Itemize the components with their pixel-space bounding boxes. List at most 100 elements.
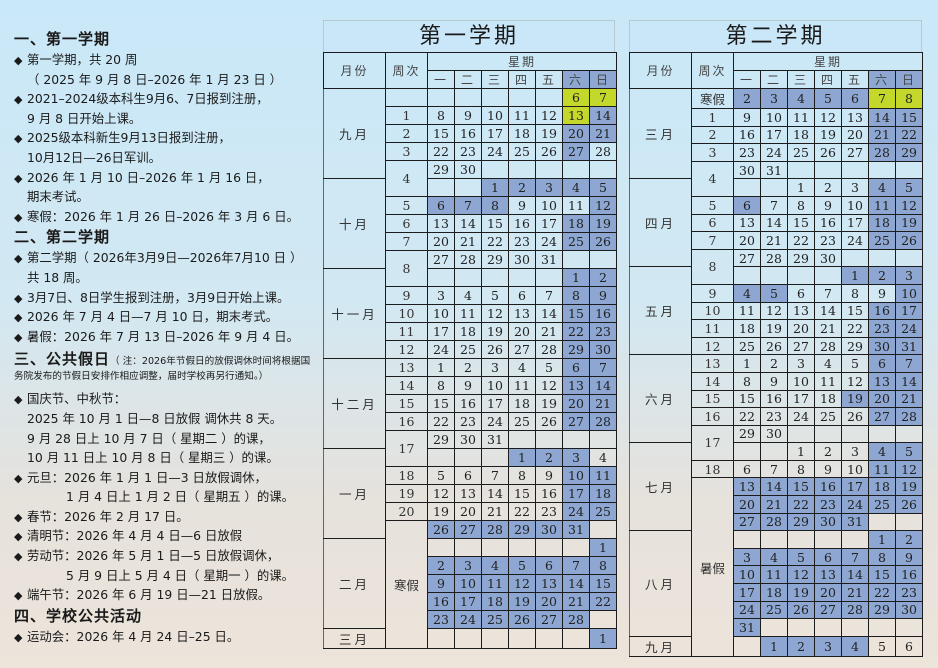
week-cell: 暑假 bbox=[691, 477, 734, 657]
day-cell: 19 bbox=[588, 214, 618, 233]
day-cell: 1 bbox=[787, 178, 815, 197]
day-cell: 25 bbox=[760, 600, 788, 620]
note-line: ◆ 春节：2026 年 2 月 17 日。 bbox=[14, 507, 314, 527]
day-cell: 13 bbox=[814, 565, 842, 585]
day-cell: 5 bbox=[588, 178, 618, 197]
section-heading: 三、公共假日（ 注：2026年节假日的放假调休时间将根据国务院发布的节假日安排作… bbox=[14, 350, 314, 383]
month-cell: 七月 bbox=[629, 442, 692, 532]
day-cell: 27 bbox=[535, 610, 563, 629]
day-cell: 20 bbox=[733, 231, 761, 250]
day-cell: 27 bbox=[562, 412, 590, 431]
day-cell: 17 bbox=[841, 477, 869, 497]
note-line: ◆ 第一学期，共 20 周 bbox=[14, 50, 314, 70]
week-cell: 13 bbox=[691, 354, 734, 373]
day-cell: 15 bbox=[787, 213, 815, 233]
day-cell: 21 bbox=[894, 389, 924, 409]
weekday-3: 三 bbox=[787, 70, 815, 89]
week-cell: 寒假 bbox=[691, 88, 734, 109]
day-cell: 22 bbox=[841, 319, 869, 338]
day-cell: 15 bbox=[868, 565, 896, 585]
day-cell: 23 bbox=[894, 583, 924, 602]
day-cell bbox=[760, 618, 788, 637]
day-cell: 2 bbox=[508, 178, 536, 197]
note-text: 国庆节、中秋节： bbox=[27, 391, 127, 407]
note-text: 5 月 9 日上 5 月 4 日（ 星期一 ）的课。 bbox=[66, 567, 295, 583]
day-cell: 28 bbox=[760, 248, 788, 268]
calendar-row: 14 8 9 10 11 12 13 14 bbox=[324, 376, 618, 395]
day-cell: 25 bbox=[562, 232, 590, 251]
day-cell: 3 bbox=[760, 88, 788, 109]
section-heading: 二、第二学期 bbox=[14, 226, 314, 248]
calendar-row: 20 19 20 21 22 23 24 25 bbox=[324, 502, 618, 521]
day-cell: 10 bbox=[841, 459, 869, 479]
calendar-row: 7 20 21 22 23 24 25 26 bbox=[324, 232, 618, 251]
note-text: 3月7日、8日学生报到注册，3月9日开始上课。 bbox=[27, 289, 290, 305]
day-cell: 13 bbox=[787, 301, 815, 321]
calendar-row: 4 30 31 bbox=[630, 160, 924, 197]
note-line: ◆ 暑假：2026 年 7 月 13 日–2026 年 9 月 4 日。 bbox=[14, 327, 314, 347]
day-cell: 28 bbox=[562, 610, 590, 629]
day-cell: 15 bbox=[787, 477, 815, 497]
day-cell: 24 bbox=[894, 319, 924, 338]
day-cell: 21 bbox=[760, 495, 788, 514]
day-cell: 6 bbox=[562, 88, 590, 107]
day-cell: 7 bbox=[894, 354, 924, 373]
day-cell: 11 bbox=[454, 304, 482, 323]
day-cell: 31 bbox=[841, 512, 869, 532]
day-cell: 23 bbox=[868, 319, 896, 338]
day-cell: 11 bbox=[508, 376, 536, 395]
day-cell: 22 bbox=[787, 495, 815, 514]
day-cell: 6 bbox=[787, 283, 815, 303]
day-cell: 22 bbox=[787, 231, 815, 250]
day-cell bbox=[868, 512, 896, 532]
day-cell: 4 bbox=[733, 283, 761, 303]
week-cell: 8 bbox=[385, 250, 428, 287]
day-cell bbox=[733, 530, 761, 549]
day-cell: 18 bbox=[481, 592, 509, 611]
day-cell bbox=[787, 160, 815, 180]
day-cell bbox=[454, 88, 482, 107]
day-cell: 12 bbox=[508, 574, 536, 593]
day-cell: 4 bbox=[508, 358, 536, 377]
calendar-row: 寒假 26 27 28 29 30 31 bbox=[324, 520, 618, 649]
week-cell: 6 bbox=[691, 213, 734, 233]
day-cell bbox=[427, 628, 455, 649]
calendar-row: 二月 1 bbox=[323, 538, 618, 629]
day-cell: 7 bbox=[760, 459, 788, 479]
day-cell: 5 bbox=[760, 283, 788, 303]
day-cell: 3 bbox=[427, 286, 455, 305]
calendar-row: 9 10 11 12 13 14 15 bbox=[324, 574, 618, 593]
day-cell: 11 bbox=[868, 459, 896, 479]
day-cell: 9 bbox=[814, 459, 842, 479]
day-cell: 26 bbox=[535, 412, 563, 431]
day-cell: 18 bbox=[733, 319, 761, 338]
day-cell: 25 bbox=[454, 340, 482, 359]
calendar-row: 16 17 18 19 20 21 22 bbox=[324, 592, 618, 611]
day-cell: 11 bbox=[481, 574, 509, 593]
day-cell bbox=[535, 430, 563, 449]
day-cell: 1 bbox=[760, 635, 788, 657]
week-cell: 5 bbox=[691, 195, 734, 215]
day-cell: 7 bbox=[454, 196, 482, 215]
day-cell: 27 bbox=[814, 600, 842, 620]
month-cell: 三月 bbox=[323, 628, 386, 649]
calendar-row: 16 22 23 24 25 26 27 28 bbox=[324, 412, 618, 431]
day-cell: 21 bbox=[588, 124, 618, 143]
day-cell: 15 bbox=[427, 394, 455, 413]
day-cell: 31 bbox=[562, 520, 590, 539]
day-cell: 29 bbox=[841, 336, 869, 356]
day-cell: 14 bbox=[588, 376, 618, 395]
day-cell: 29 bbox=[733, 424, 761, 444]
day-cell: 10 bbox=[562, 466, 590, 485]
day-cell bbox=[733, 635, 761, 657]
day-cell: 18 bbox=[562, 214, 590, 233]
day-cell: 10 bbox=[481, 376, 509, 395]
day-cell: 16 bbox=[733, 125, 761, 145]
day-cell: 4 bbox=[868, 178, 896, 197]
day-cell: 28 bbox=[454, 250, 482, 269]
day-cell: 1 bbox=[868, 530, 896, 549]
month-cell: 八月 bbox=[629, 530, 692, 637]
day-cell: 6 bbox=[535, 556, 563, 575]
day-cell: 14 bbox=[535, 304, 563, 323]
